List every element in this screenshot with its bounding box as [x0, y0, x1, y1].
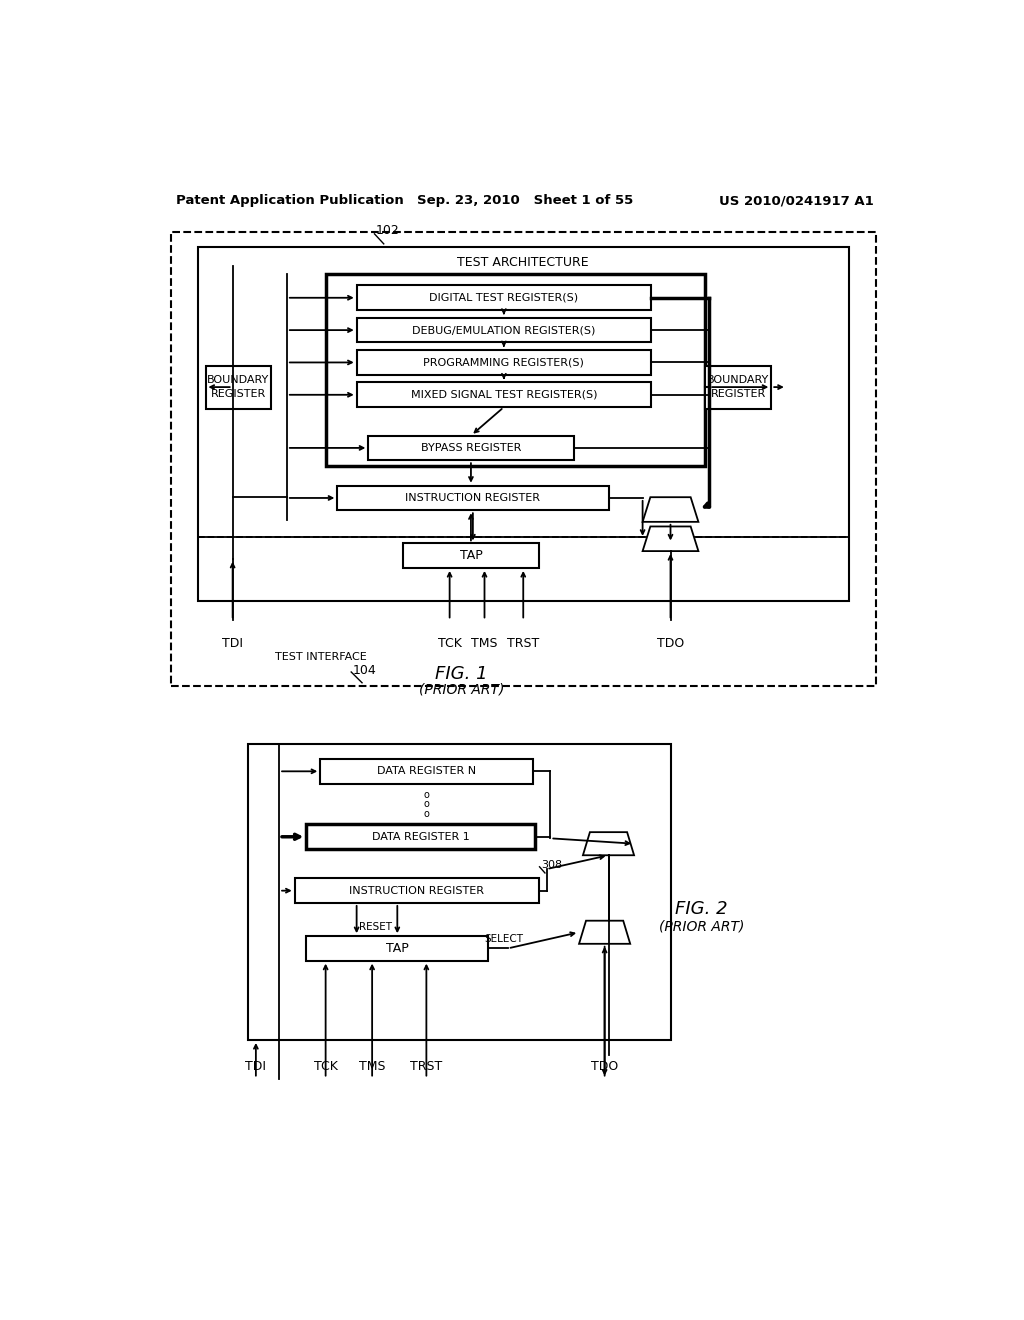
Text: Sep. 23, 2010   Sheet 1 of 55: Sep. 23, 2010 Sheet 1 of 55 — [417, 194, 633, 207]
Text: TAP: TAP — [460, 549, 482, 562]
Bar — [356, 318, 651, 342]
Text: INSTRUCTION REGISTER: INSTRUCTION REGISTER — [349, 886, 484, 896]
Bar — [295, 878, 539, 903]
Text: US 2010/0241917 A1: US 2010/0241917 A1 — [719, 194, 873, 207]
Text: o: o — [424, 809, 430, 818]
Text: REGISTER: REGISTER — [211, 389, 266, 399]
Bar — [198, 247, 849, 601]
Bar — [306, 825, 535, 849]
Text: TEST ARCHITECTURE: TEST ARCHITECTURE — [458, 256, 589, 269]
Polygon shape — [643, 498, 698, 521]
Bar — [369, 436, 573, 461]
Text: FIG. 2: FIG. 2 — [675, 900, 728, 919]
Text: o: o — [424, 800, 430, 809]
Text: (PRIOR ART): (PRIOR ART) — [658, 919, 744, 933]
Text: MIXED SIGNAL TEST REGISTER(S): MIXED SIGNAL TEST REGISTER(S) — [411, 389, 597, 400]
Bar — [306, 936, 488, 961]
Bar — [206, 367, 271, 409]
Bar — [403, 544, 539, 568]
Text: SELECT: SELECT — [484, 935, 523, 944]
Bar — [356, 285, 651, 310]
Text: PROGRAMMING REGISTER(S): PROGRAMMING REGISTER(S) — [424, 358, 585, 367]
Text: BOUNDARY: BOUNDARY — [207, 375, 269, 385]
Text: (PRIOR ART): (PRIOR ART) — [419, 682, 504, 697]
Text: TRST: TRST — [507, 638, 540, 649]
Text: 102: 102 — [376, 223, 399, 236]
Text: BYPASS REGISTER: BYPASS REGISTER — [421, 444, 521, 453]
Bar — [171, 231, 876, 686]
Text: BOUNDARY: BOUNDARY — [708, 375, 769, 385]
Polygon shape — [579, 921, 630, 944]
Text: FIG. 1: FIG. 1 — [435, 665, 487, 684]
Text: TMS: TMS — [471, 638, 498, 649]
Text: TDI: TDI — [246, 1060, 266, 1073]
Bar — [248, 743, 671, 1040]
Text: REGISTER: REGISTER — [711, 389, 766, 399]
Text: 308: 308 — [541, 861, 562, 870]
Bar — [326, 275, 706, 466]
Text: DATA REGISTER N: DATA REGISTER N — [377, 767, 476, 776]
Text: TAP: TAP — [386, 942, 409, 954]
Bar — [337, 486, 608, 511]
Polygon shape — [643, 527, 698, 552]
Text: TEST INTERFACE: TEST INTERFACE — [275, 652, 367, 661]
Bar — [321, 759, 534, 784]
Bar — [706, 367, 771, 409]
Text: TDO: TDO — [656, 638, 684, 649]
Text: TCK: TCK — [313, 1060, 338, 1073]
Text: o: o — [424, 791, 430, 800]
Text: TDI: TDI — [222, 638, 243, 649]
Text: TDO: TDO — [591, 1060, 618, 1073]
Text: Patent Application Publication: Patent Application Publication — [176, 194, 403, 207]
Text: RESET: RESET — [359, 921, 392, 932]
Bar — [356, 383, 651, 407]
Text: DIGITAL TEST REGISTER(S): DIGITAL TEST REGISTER(S) — [429, 293, 579, 302]
Text: TRST: TRST — [411, 1060, 442, 1073]
Text: INSTRUCTION REGISTER: INSTRUCTION REGISTER — [406, 492, 541, 503]
Bar — [356, 350, 651, 375]
Text: TMS: TMS — [358, 1060, 385, 1073]
Text: DEBUG/EMULATION REGISTER(S): DEBUG/EMULATION REGISTER(S) — [413, 325, 596, 335]
Text: TCK: TCK — [437, 638, 462, 649]
Text: DATA REGISTER 1: DATA REGISTER 1 — [372, 832, 469, 842]
Polygon shape — [583, 832, 634, 855]
Text: 104: 104 — [352, 664, 377, 677]
